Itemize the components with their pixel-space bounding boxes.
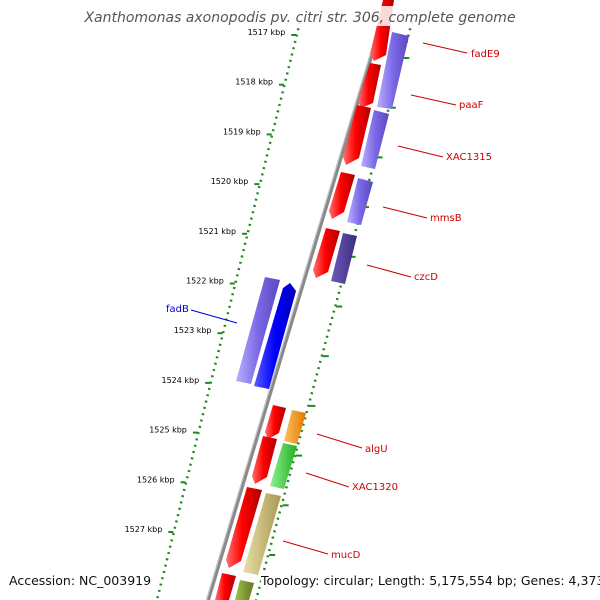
gene-czcD-track[interactable]	[331, 233, 357, 284]
gene-XAC1320-track[interactable]	[270, 443, 297, 489]
gene-XAC1315-track[interactable]	[361, 110, 389, 169]
topology-text: Topology: circular; Length: 5,175,554 bp…	[261, 573, 600, 588]
gene-label-algU[interactable]: algU	[365, 444, 388, 455]
gene-label-fadB[interactable]: fadB	[166, 304, 189, 315]
kbp-label: 1527 kbp	[125, 525, 163, 534]
gene-label-XAC1320[interactable]: XAC1320	[352, 482, 398, 493]
genome-backbone	[206, 0, 390, 600]
kbp-label: 1519 kbp	[223, 127, 261, 136]
gene-mmsB-feature[interactable]	[329, 172, 355, 219]
kbp-label: 1525 kbp	[149, 426, 187, 435]
outer-major-ticks	[168, 34, 297, 533]
gene-label-czcD[interactable]: czcD	[414, 272, 438, 283]
gene-paaF-feature[interactable]	[358, 63, 381, 108]
gene-algU-track[interactable]	[284, 410, 306, 444]
gene-mmsB-track[interactable]	[347, 178, 373, 225]
gene-label-XAC1315[interactable]: XAC1315	[446, 152, 492, 163]
map-title: Xanthomonas axonopodis pv. citri str. 30…	[83, 10, 515, 26]
gene-bottom-olive-track[interactable]	[235, 580, 254, 600]
gene-XAC1320-feature[interactable]	[252, 436, 277, 484]
gene-label-fadE9[interactable]: fadE9	[471, 49, 500, 60]
kbp-label: 1517 kbp	[248, 28, 286, 37]
gene-fadB-track[interactable]	[236, 277, 280, 384]
accession-text: Accession: NC_003919	[9, 573, 152, 588]
gene-features	[215, 0, 409, 600]
gene-label-paaF[interactable]: paaF	[459, 100, 484, 111]
gene-mucD-track[interactable]	[243, 493, 281, 575]
kbp-label: 1518 kbp	[235, 78, 273, 87]
kbp-label: 1524 kbp	[161, 376, 199, 385]
gene-leader-lines	[190, 42, 468, 555]
gene-fadB-feature[interactable]	[254, 283, 296, 389]
kbp-labels: 1517 kbp 1518 kbp 1519 kbp 1520 kbp 1521 kbp…	[125, 28, 286, 534]
gene-XAC1315-feature[interactable]	[343, 105, 371, 165]
kbp-label: 1523 kbp	[174, 326, 212, 335]
kbp-label: 1522 kbp	[186, 277, 224, 286]
gene-label-mucD[interactable]: mucD	[331, 550, 361, 561]
gene-mucD-feature[interactable]	[226, 487, 262, 568]
outer-tick-track	[155, 21, 302, 600]
gene-algU-feature[interactable]	[265, 405, 286, 439]
kbp-label: 1521 kbp	[198, 227, 236, 236]
inner-tick-track	[254, 21, 414, 600]
kbp-label: 1520 kbp	[211, 177, 249, 186]
gene-bottom-red-feature[interactable]	[215, 573, 236, 600]
gene-fadE9-track[interactable]	[377, 32, 409, 109]
gene-czcD-feature[interactable]	[313, 228, 340, 278]
gene-label-mmsB[interactable]: mmsB	[430, 213, 462, 224]
kbp-label: 1526 kbp	[137, 475, 175, 484]
